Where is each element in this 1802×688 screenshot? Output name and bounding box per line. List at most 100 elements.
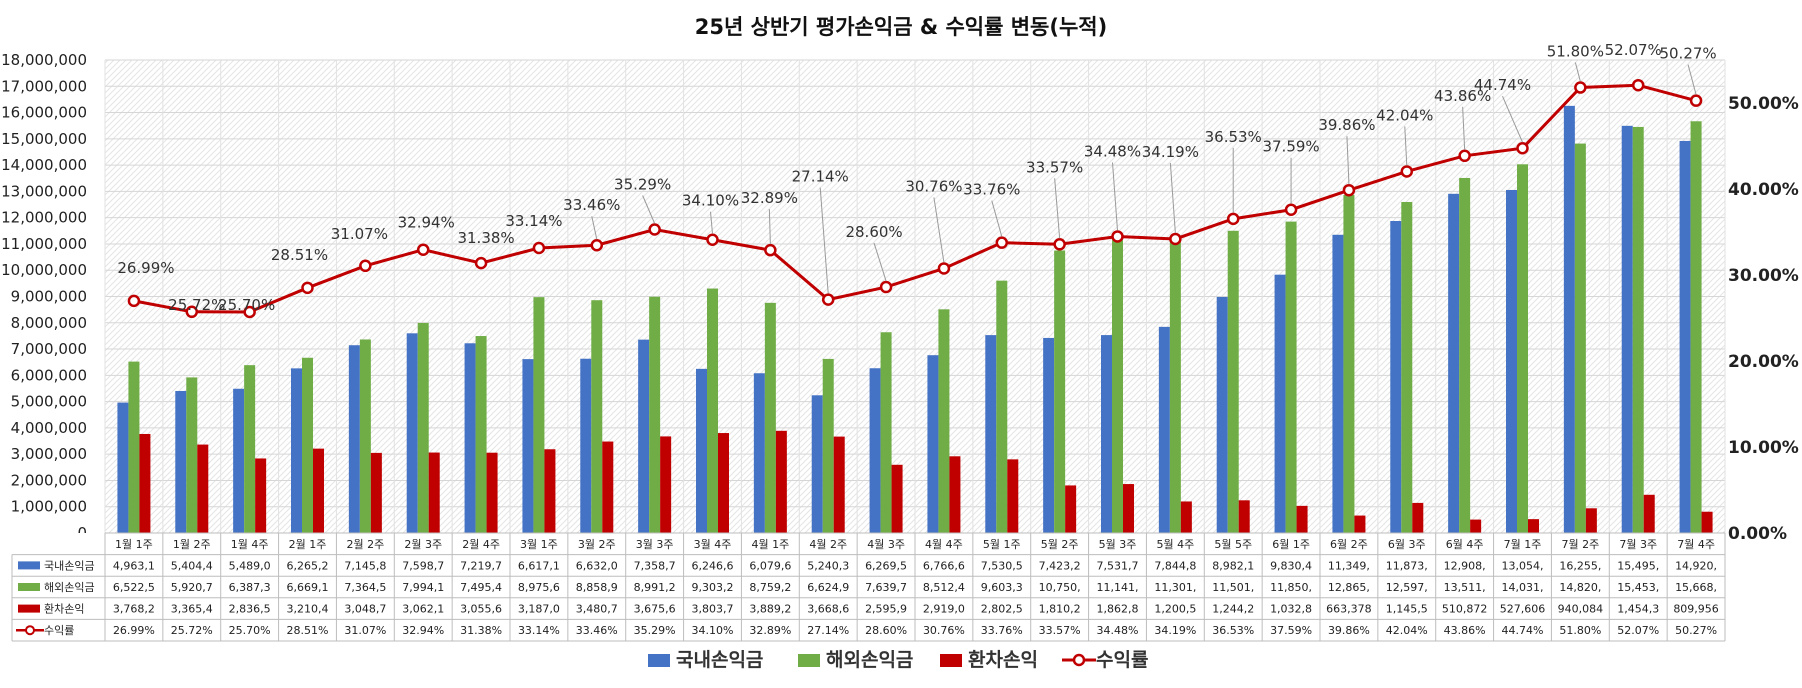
data-label-6월 2주: 39.86% — [1318, 116, 1375, 134]
data-label-6월 4주: 43.86% — [1434, 87, 1491, 105]
bar-환차손익-2월 3주 — [428, 452, 440, 533]
data-label-1월 1주: 26.99% — [117, 259, 174, 277]
table-cell: 31.38% — [460, 624, 502, 637]
leader-line — [768, 209, 771, 245]
table-cell: 50.27% — [1675, 624, 1717, 637]
left-axis-tick: 4,000,000 — [11, 419, 87, 437]
left-axis-tick: 17,000,000 — [1, 77, 87, 95]
table-cell: 33.14% — [518, 624, 560, 637]
left-axis-tick: 5,000,000 — [11, 393, 87, 411]
table-cell: 35.29% — [634, 624, 676, 637]
bar-환차손익-4월 1주 — [775, 430, 787, 533]
table-cell: 7,530,5 — [981, 559, 1023, 572]
bar-국내손익금-7월 3주 — [1621, 125, 1633, 533]
left-axis-tick: 6,000,000 — [11, 366, 87, 384]
table-row-header: 국내손익금 — [44, 559, 95, 572]
bar-국내손익금-5월 5주 — [1216, 296, 1228, 533]
leader-line — [1404, 126, 1408, 166]
axes: 01,000,0002,000,0003,000,0004,000,0005,0… — [1, 51, 1799, 544]
bar-국내손익금-1월 1주 — [117, 402, 129, 533]
bar-환차손익-4월 4주 — [949, 456, 961, 533]
table-cell: 3,889,2 — [749, 603, 791, 616]
bar-해외손익금-3월 3주 — [649, 296, 661, 533]
bar-국내손익금-7월 1주 — [1506, 189, 1517, 533]
bar-국내손익금-6월 1주 — [1274, 274, 1286, 533]
data-label-3월 3주: 35.29% — [614, 176, 671, 194]
return-point-4월 4주 — [937, 262, 951, 275]
table-cell: 7,495,4 — [460, 581, 502, 594]
table-row-header: 해외손익금 — [44, 580, 95, 594]
table-cell: 3,365,4 — [171, 603, 213, 616]
table-cell: 14,031, — [1502, 581, 1544, 594]
bar-국내손익금-2월 4주 — [464, 343, 476, 533]
table-row-header: 환차손익 — [44, 603, 84, 616]
leader-line — [1346, 136, 1350, 185]
table-cell: 6,269,5 — [865, 559, 907, 572]
table-cell: 6,632,0 — [576, 559, 618, 572]
bar-해외손익금-6월 2주 — [1343, 194, 1355, 533]
right-axis-tick: 30.00% — [1728, 266, 1799, 286]
data-label-7월 3주: 52.07% — [1605, 41, 1662, 59]
legend: 국내손익금 해외손익금 환차손익 수익률 — [648, 649, 1148, 671]
table-cell: 13,511, — [1444, 581, 1486, 594]
leader-line — [991, 200, 1003, 237]
leader-line — [819, 187, 829, 294]
bar-해외손익금-7월 3주 — [1632, 126, 1644, 533]
legend-label-해외손익금: 해외손익금 — [826, 649, 913, 671]
data-label-2월 1주: 28.51% — [271, 246, 328, 264]
table-cell: 39.86% — [1328, 624, 1370, 637]
return-point-6월 4주 — [1458, 149, 1471, 163]
bar-국내손익금-1월 4주 — [233, 388, 245, 533]
table-cell: 12,908, — [1444, 559, 1486, 572]
table-cell: 25.70% — [229, 624, 271, 637]
return-point-1월 4주 — [243, 305, 256, 319]
bar-환차손익-6월 4주 — [1470, 519, 1482, 533]
bar-해외손익금-1월 1주 — [128, 361, 140, 533]
return-point-5월 4주 — [1169, 232, 1182, 246]
data-label-3월 4주: 34.10% — [682, 192, 739, 210]
table-cell: 1,244,2 — [1212, 603, 1254, 616]
return-point-2월 4주 — [474, 256, 488, 270]
table-cell: 13,054, — [1502, 559, 1544, 572]
return-point-6월 3주 — [1400, 165, 1414, 178]
table-cell: 1,862,8 — [1097, 603, 1139, 616]
bar-환차손익-7월 1주 — [1528, 519, 1539, 533]
table-cell: 11,873, — [1386, 559, 1428, 572]
return-point-5월 5주 — [1226, 212, 1240, 226]
category-label: 1월 4주 — [231, 538, 269, 551]
left-axis-tick: 9,000,000 — [11, 288, 87, 306]
data-label-5월 5주: 36.53% — [1205, 128, 1262, 146]
bar-환차손익-1월 2주 — [197, 444, 209, 533]
table-cell: 16,255, — [1559, 559, 1601, 572]
return-point-1월 2주 — [185, 305, 199, 319]
bar-해외손익금-4월 4주 — [938, 309, 950, 533]
table-cell: 6,246,6 — [692, 559, 734, 572]
bar-환차손익-2월 4주 — [486, 452, 498, 533]
table-cell: 28.51% — [287, 624, 329, 637]
category-label: 2월 2주 — [346, 538, 384, 551]
leader-line — [1169, 162, 1176, 234]
return-line — [127, 78, 1703, 319]
bar-국내손익금-3월 3주 — [638, 339, 650, 533]
table-cell: 5,920,7 — [171, 581, 213, 594]
table-cell: 3,062,1 — [402, 603, 444, 616]
legend-swatch-국내손익금 — [648, 654, 670, 667]
left-axis-tick: 14,000,000 — [1, 156, 87, 174]
table-cell: 37.59% — [1270, 624, 1312, 637]
data-label-5월 2주: 33.57% — [1026, 158, 1083, 176]
table-cell: 7,358,7 — [634, 559, 676, 572]
category-label: 4월 2주 — [809, 538, 847, 551]
return-point-3월 4주 — [706, 233, 719, 246]
bar-환차손익-4월 2주 — [833, 436, 845, 533]
bar-국내손익금-4월 2주 — [811, 395, 823, 533]
data-label-2월 3주: 32.94% — [398, 214, 455, 232]
return-point-4월 3주 — [879, 280, 893, 294]
table-key-국내손익금 — [18, 561, 40, 570]
table-cell: 510,872 — [1442, 603, 1488, 616]
table-cell: 26.99% — [113, 624, 155, 637]
data-label-6월 3주: 42.04% — [1376, 106, 1433, 124]
table-cell: 7,844,8 — [1154, 559, 1196, 572]
legend-marker — [1072, 653, 1086, 667]
table-cell: 4,963,1 — [113, 559, 155, 572]
left-axis-tick: 12,000,000 — [1, 209, 87, 227]
